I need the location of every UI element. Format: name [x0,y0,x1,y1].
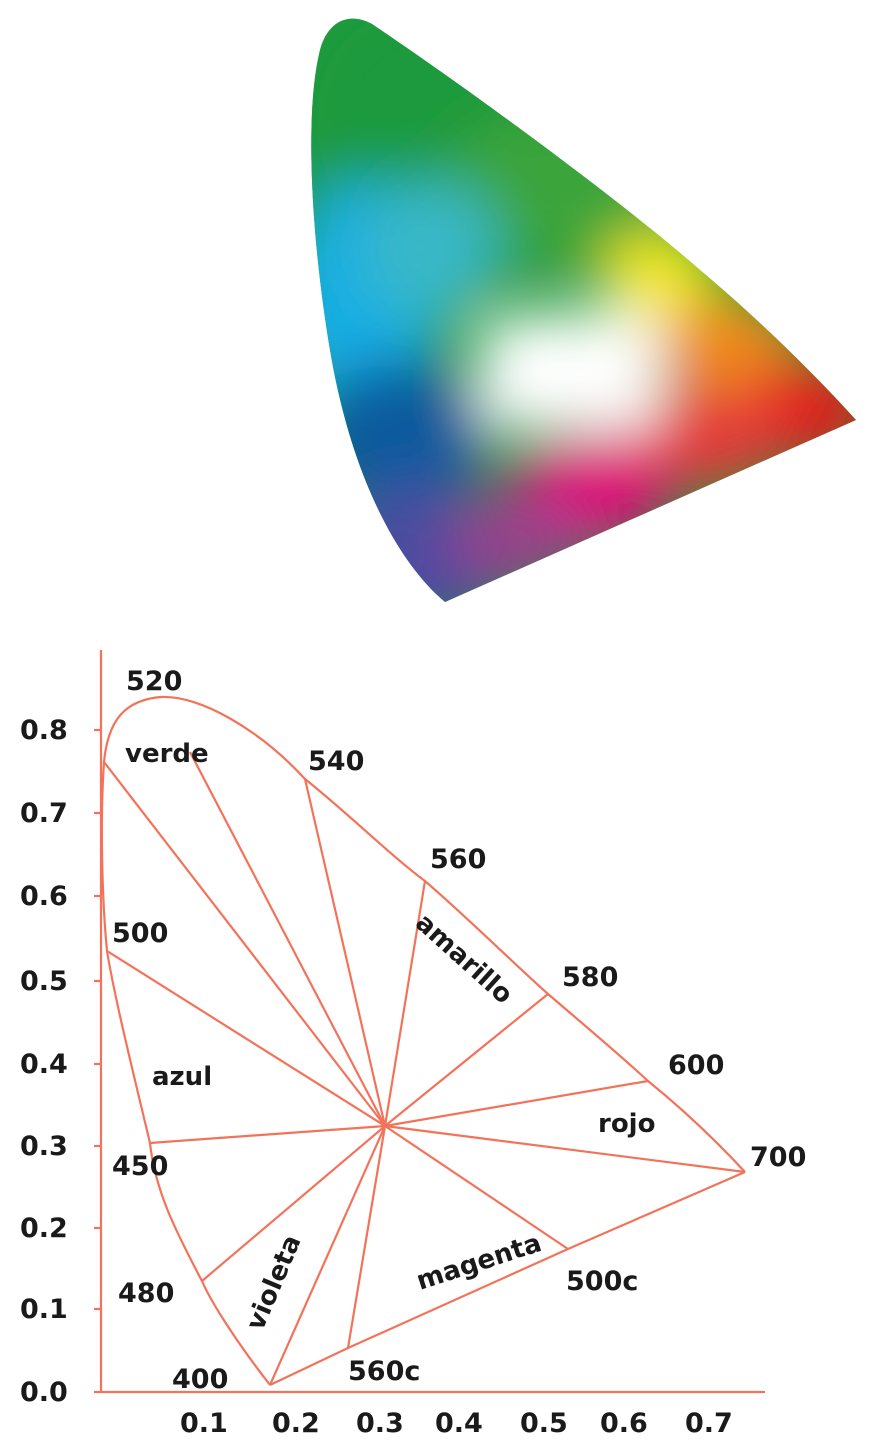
region-label-azul: azul [152,1062,212,1092]
purple-line [269,1170,746,1386]
wavelength-label-700: 700 [750,1142,806,1173]
spectral-locus [100,695,746,1386]
x-tick-label: 0.7 [685,1408,733,1439]
wavelength-label-580: 580 [562,962,618,993]
wavelength-label-560c: 560c [348,1356,420,1387]
region-label-verde: verde [125,739,209,769]
wavelength-label-500: 500 [112,918,168,949]
y-tick-label: 0.0 [20,1377,68,1408]
wavelength-label-480: 480 [118,1278,174,1309]
x-tick-label: 0.3 [356,1408,404,1439]
color-gamut-image [311,18,856,602]
y-tick-label: 0.4 [20,1049,68,1080]
wavelength-label-450: 450 [112,1151,168,1182]
chromaticity-diagram: 0.0 0.1 0.2 0.3 0.4 0.5 0.6 0.7 0.8 0.1 … [20,650,806,1439]
x-tick-label: 0.6 [600,1408,648,1439]
y-tick-label: 0.3 [20,1131,68,1162]
region-label-magenta: magenta [413,1228,545,1297]
y-tick-label: 0.6 [20,881,68,912]
y-tick-label: 0.1 [20,1294,68,1325]
y-tick-label: 0.5 [20,966,68,997]
region-label-violeta: violeta [241,1231,308,1335]
wavelength-label-500c: 500c [566,1266,638,1297]
x-tick-label: 0.2 [272,1408,320,1439]
wavelength-label-560: 560 [430,844,486,875]
radial-lines [103,751,746,1386]
x-axis-tick-labels: 0.1 0.2 0.3 0.4 0.5 0.6 0.7 [180,1408,733,1439]
y-tick-label: 0.2 [20,1213,68,1244]
region-label-rojo: rojo [598,1109,655,1139]
wavelength-label-400: 400 [172,1364,228,1395]
y-tick-label: 0.8 [20,715,68,746]
wavelength-label-540: 540 [308,746,364,777]
x-tick-label: 0.5 [520,1408,568,1439]
y-axis-tick-labels: 0.0 0.1 0.2 0.3 0.4 0.5 0.6 0.7 0.8 [20,715,68,1408]
x-tick-label: 0.1 [180,1408,228,1439]
y-tick-label: 0.7 [20,798,68,829]
wavelength-label-600: 600 [668,1050,724,1081]
y-axis-ticks [94,728,101,1394]
wavelength-label-520: 520 [126,666,182,697]
region-label-amarillo: amarillo [409,908,518,1010]
x-tick-label: 0.4 [435,1408,483,1439]
